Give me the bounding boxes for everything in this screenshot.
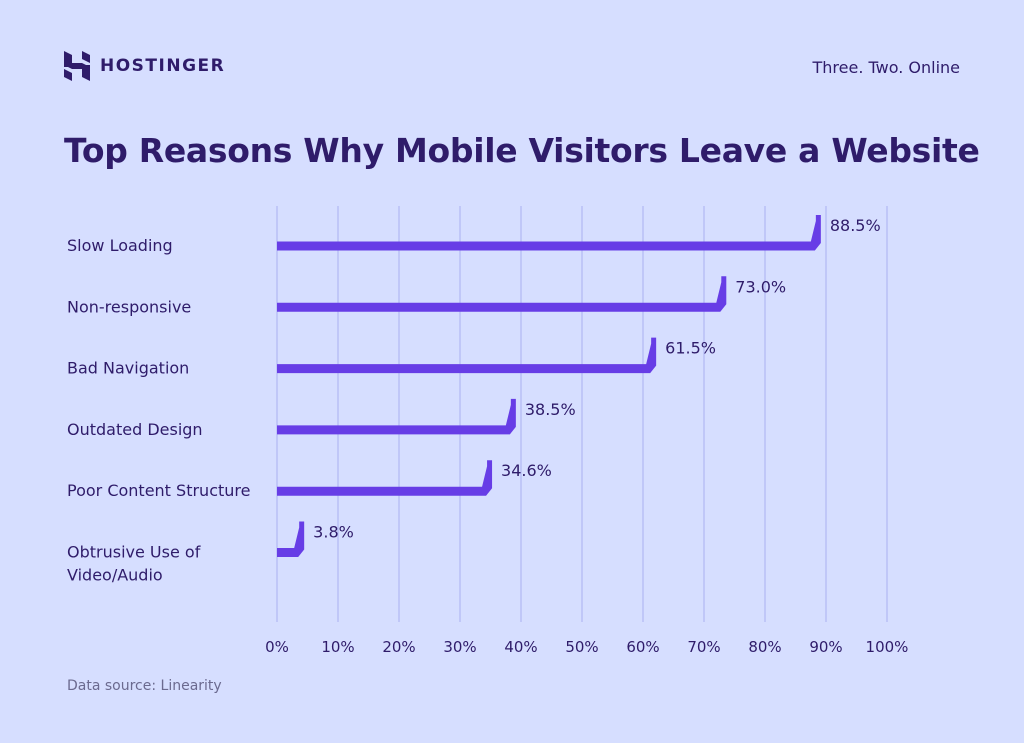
category-label: Poor Content Structure (67, 481, 250, 500)
brand-tagline: Three. Two. Online (812, 58, 961, 77)
category-label-line: Outdated Design (67, 420, 203, 439)
data-source: Data source: Linearity (67, 678, 222, 694)
bar (277, 398, 516, 435)
category-label-line: Non-responsive (67, 297, 191, 316)
bar-value-label: 34.6% (501, 461, 552, 480)
brand-logo: HOSTINGER (64, 51, 225, 81)
category-label-line: Obtrusive Use of (67, 543, 201, 562)
category-label: Bad Navigation (67, 359, 189, 378)
brand-name: HOSTINGER (100, 56, 226, 76)
category-label-line: Bad Navigation (67, 359, 189, 378)
x-tick-label: 90% (809, 638, 842, 656)
bar (277, 337, 657, 374)
x-tick-label: 50% (565, 638, 598, 656)
bar (277, 215, 821, 251)
category-label: Obtrusive Use of Video/Audio (67, 543, 201, 585)
bar-value-label: 73.0% (735, 277, 786, 296)
bar (277, 276, 727, 312)
category-label-line: Poor Content Structure (67, 481, 250, 500)
category-label-line: Video/Audio (67, 566, 163, 585)
chart-title: Top Reasons Why Mobile Visitors Leave a … (64, 131, 980, 170)
category-label-line: Slow Loading (67, 236, 173, 255)
x-tick-label: 0% (265, 638, 289, 656)
bar (277, 460, 493, 496)
x-tick-label: 80% (748, 638, 781, 656)
category-label: Slow Loading (67, 236, 173, 255)
bar (277, 521, 305, 557)
category-label: Outdated Design (67, 420, 203, 439)
category-label: Non-responsive (67, 297, 191, 316)
bar-value-label: 38.5% (525, 400, 576, 419)
x-tick-label: 60% (626, 638, 659, 656)
x-tick-label: 100% (866, 638, 909, 656)
x-tick-label: 20% (382, 638, 415, 656)
bar-value-label: 61.5% (665, 339, 716, 358)
x-tick-label: 40% (504, 638, 537, 656)
x-tick-label: 30% (443, 638, 476, 656)
bar-value-label: 3.8% (313, 523, 354, 542)
x-tick-label: 70% (687, 638, 720, 656)
x-tick-label: 10% (321, 638, 354, 656)
bar-value-label: 88.5% (830, 216, 881, 235)
hostinger-logo-icon (64, 51, 90, 81)
